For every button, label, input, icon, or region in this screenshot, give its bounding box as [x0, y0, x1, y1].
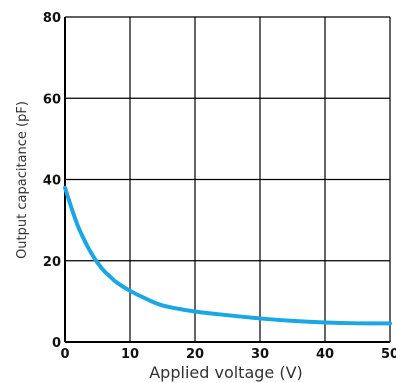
tick-labels: 0 10 20 30 40 50 0 20 40 60 80 [43, 11, 396, 362]
y-tick-label: 80 [43, 11, 61, 26]
x-tick-label: 10 [121, 347, 139, 362]
y-tick-label: 20 [43, 255, 61, 270]
y-axis-label: Output capacitance (pF) [15, 101, 30, 259]
series-line [63, 185, 392, 326]
x-tick-label: 50 [381, 347, 396, 362]
x-tick-label: 0 [60, 347, 69, 362]
y-tick-label: 40 [43, 174, 61, 189]
x-tick-label: 40 [316, 347, 334, 362]
series-layer [63, 185, 392, 326]
grid [64, 16, 391, 343]
x-axis-label: Applied voltage (V) [149, 363, 303, 382]
y-tick-label: 0 [52, 336, 61, 351]
y-tick-label: 60 [43, 92, 61, 107]
x-tick-label: 20 [186, 347, 204, 362]
x-tick-label: 30 [251, 347, 269, 362]
